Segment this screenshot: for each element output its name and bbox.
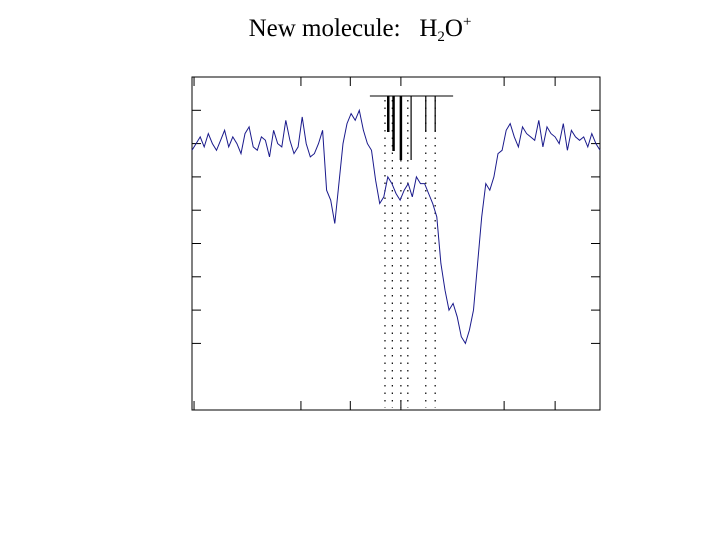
formula-element-o: O <box>444 15 463 42</box>
slide-title: New molecule: H2O+ <box>0 14 720 46</box>
formula-charge: + <box>462 14 472 30</box>
title-prefix: New molecule: <box>248 15 401 42</box>
axis-ticks <box>192 77 600 410</box>
molecule-formula: H2O+ <box>419 14 472 45</box>
transition-markers <box>369 95 454 160</box>
formula-subscript: 2 <box>437 29 445 45</box>
plot-border <box>191 76 601 411</box>
formula-element-h: H <box>419 15 438 42</box>
plot-frame <box>191 76 601 411</box>
spectrum-line <box>191 108 601 345</box>
